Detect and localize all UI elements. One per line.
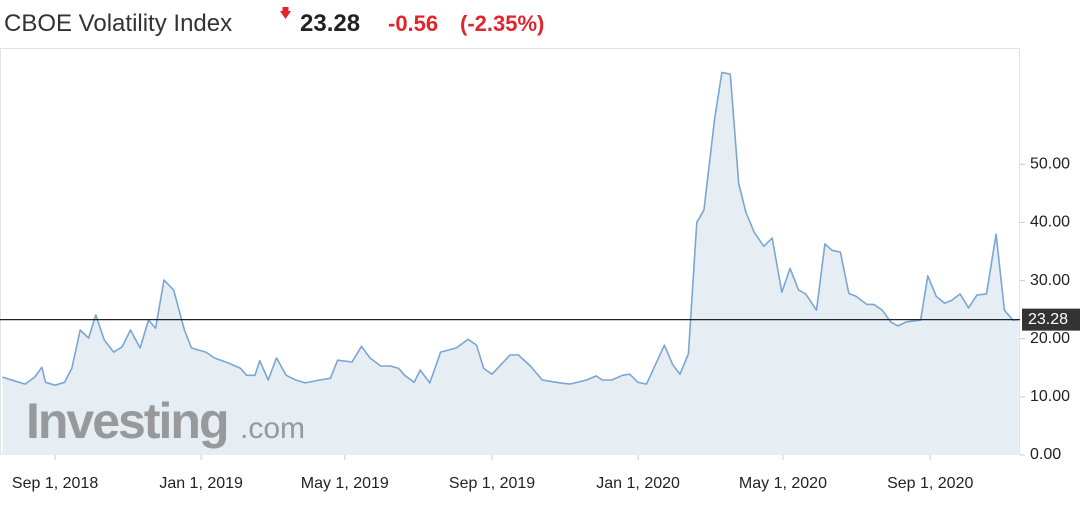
down-arrow: [280, 11, 291, 19]
area-fill: [2, 72, 1019, 456]
y-tick-label: 40.00: [1030, 214, 1070, 231]
x-tick-label: Sep 1, 2018: [12, 475, 98, 492]
y-tick-label: 20.00: [1030, 330, 1070, 347]
plot: [2, 71, 1019, 456]
x-tick-label: May 1, 2020: [739, 475, 827, 492]
down-arrow-stem: [282, 7, 289, 12]
y-tick-label: 30.00: [1030, 272, 1070, 289]
watermark-domain: .com: [240, 412, 305, 445]
x-tick-label: May 1, 2019: [301, 475, 389, 492]
y-tick-label: 10.00: [1030, 388, 1070, 405]
chart-title: CBOE Volatility Index: [4, 10, 232, 37]
price-line: [2, 71, 1019, 386]
last-price: 23.28: [300, 10, 360, 37]
x-tick-label: Sep 1, 2019: [449, 475, 535, 492]
x-tick-label: Jan 1, 2020: [596, 475, 680, 492]
y-tick-label: 0.00: [1030, 446, 1061, 463]
last-price-tag-label: 23.28: [1028, 311, 1068, 328]
x-tick-label: Sep 1, 2020: [887, 475, 973, 492]
price-change: -0.56: [388, 11, 438, 36]
last-price-tag: [1022, 308, 1080, 331]
price-change-percent: (-2.35%): [460, 11, 544, 36]
watermark-brand: Investing: [26, 393, 227, 449]
x-tick-label: Jan 1, 2019: [159, 475, 243, 492]
y-tick-label: 50.00: [1030, 156, 1070, 173]
